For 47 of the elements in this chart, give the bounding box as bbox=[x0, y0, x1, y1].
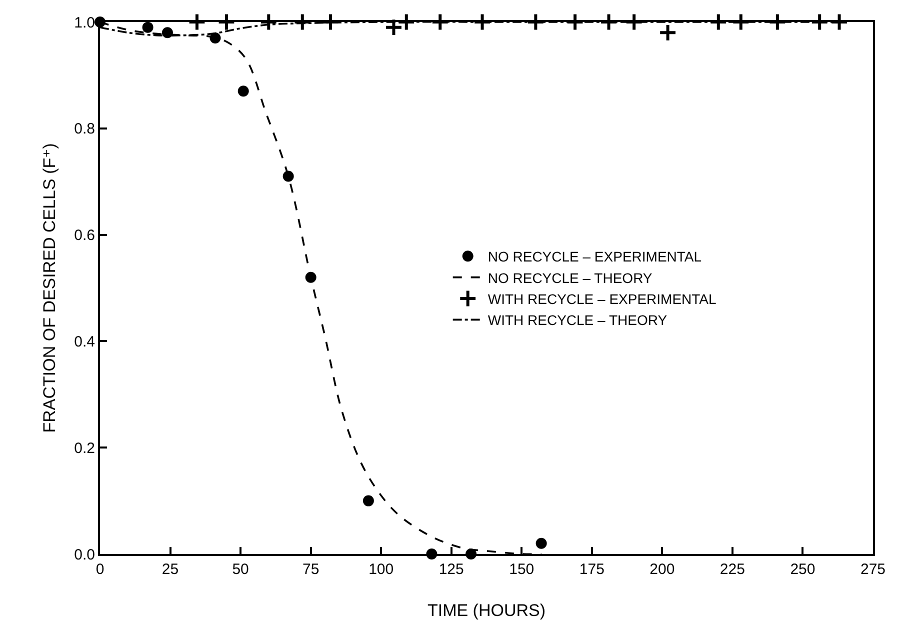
legend-label: NO RECYCLE – EXPERIMENTAL bbox=[488, 248, 702, 265]
x-tick-label: 200 bbox=[650, 561, 675, 578]
point bbox=[238, 86, 249, 97]
y-tick-label: 0.8 bbox=[74, 120, 95, 138]
x-tick-label: 50 bbox=[232, 561, 249, 578]
point bbox=[259, 12, 278, 32]
x-tick-label: 0 bbox=[96, 561, 104, 578]
point bbox=[397, 12, 416, 32]
y-tick-label: 0.2 bbox=[74, 440, 95, 457]
point bbox=[732, 12, 750, 32]
legend-label: NO RECYCLE – THEORY bbox=[488, 270, 653, 286]
point bbox=[624, 12, 644, 32]
point bbox=[473, 12, 492, 32]
y-tick-label: 1.0 bbox=[74, 14, 95, 32]
x-tick-label: 100 bbox=[368, 561, 394, 578]
point bbox=[430, 12, 450, 32]
x-tick-label: 75 bbox=[302, 561, 320, 578]
legend-label: WITH RECYCLE – EXPERIMENTAL bbox=[488, 290, 717, 307]
x-tick-label: 250 bbox=[790, 561, 816, 578]
x-tick-label: 125 bbox=[438, 561, 464, 578]
point bbox=[600, 12, 618, 32]
y-axis-title: FRACTION OF DESIRED CELLS (F⁺) bbox=[40, 143, 59, 433]
x-tick-label: 175 bbox=[579, 561, 604, 578]
y-tick-label: 0.4 bbox=[74, 333, 95, 350]
point bbox=[658, 23, 677, 42]
x-tick-label: 225 bbox=[720, 561, 745, 578]
point bbox=[768, 12, 787, 32]
y-tick-label: 0.6 bbox=[74, 227, 95, 244]
point bbox=[566, 12, 584, 32]
point bbox=[526, 12, 545, 32]
point bbox=[362, 495, 374, 506]
x-axis-title: TIME (HOURS) bbox=[427, 601, 546, 620]
point bbox=[709, 12, 728, 32]
point bbox=[536, 538, 547, 549]
legend-label: WITH RECYCLE – THEORY bbox=[488, 312, 668, 328]
point bbox=[384, 18, 403, 37]
point bbox=[830, 12, 848, 32]
x-tick-label: 25 bbox=[162, 561, 179, 578]
point bbox=[188, 12, 206, 32]
point bbox=[810, 12, 829, 32]
x-tick-label: 275 bbox=[860, 561, 886, 578]
x-tick-label: 150 bbox=[509, 561, 534, 578]
point bbox=[217, 12, 236, 32]
point bbox=[142, 22, 154, 33]
point bbox=[282, 170, 294, 182]
y-tick-label: 0.0 bbox=[74, 546, 95, 564]
point bbox=[162, 27, 173, 38]
